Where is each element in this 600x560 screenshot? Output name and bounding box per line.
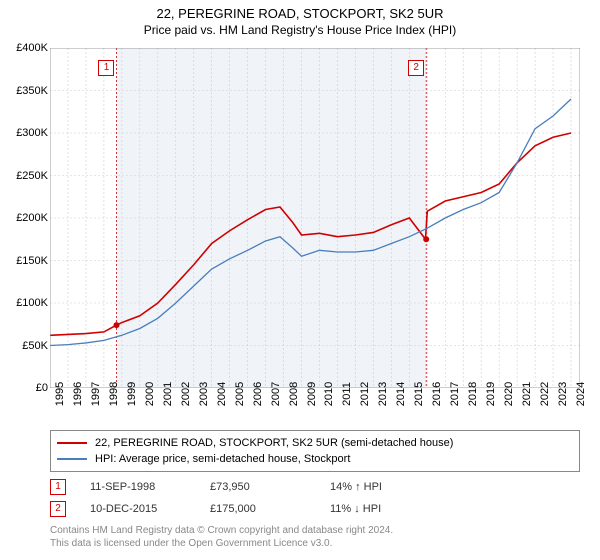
xtick-label: 1995 [54, 382, 66, 406]
transaction-marker-icon: 1 [50, 479, 66, 495]
xtick-label: 2024 [575, 382, 587, 406]
xtick-label: 2004 [216, 382, 228, 406]
xtick-label: 2023 [557, 382, 569, 406]
ytick-label: £400K [16, 42, 48, 54]
xtick-label: 2003 [198, 382, 210, 406]
footer-line-2: This data is licensed under the Open Gov… [50, 537, 393, 550]
chart-svg [50, 48, 580, 388]
ytick-label: £150K [16, 255, 48, 267]
transaction-delta: 14% ↑ HPI [330, 481, 410, 493]
ytick-label: £250K [16, 170, 48, 182]
chart-container: 22, PEREGRINE ROAD, STOCKPORT, SK2 5UR P… [0, 0, 600, 560]
xtick-label: 2002 [180, 382, 192, 406]
transaction-price: £175,000 [210, 503, 290, 515]
xtick-label: 2013 [377, 382, 389, 406]
xtick-label: 2009 [306, 382, 318, 406]
xtick-label: 2000 [144, 382, 156, 406]
xtick-label: 2018 [467, 382, 479, 406]
footer-attribution: Contains HM Land Registry data © Crown c… [50, 524, 393, 550]
transaction-delta: 11% ↓ HPI [330, 503, 410, 515]
xtick-label: 2001 [162, 382, 174, 406]
xtick-label: 2019 [485, 382, 497, 406]
ytick-label: £0 [36, 382, 48, 394]
xtick-label: 2007 [270, 382, 282, 406]
transaction-marker-1: 1 [98, 60, 114, 76]
ytick-label: £350K [16, 85, 48, 97]
chart-subtitle: Price paid vs. HM Land Registry's House … [0, 21, 600, 37]
xtick-label: 2012 [359, 382, 371, 406]
xtick-label: 2021 [521, 382, 533, 406]
xtick-label: 1997 [90, 382, 102, 406]
xtick-label: 2022 [539, 382, 551, 406]
xtick-label: 2020 [503, 382, 515, 406]
transaction-marker-2: 2 [408, 60, 424, 76]
xtick-label: 2006 [252, 382, 264, 406]
xtick-label: 2016 [431, 382, 443, 406]
transaction-row: 2 10-DEC-2015 £175,000 11% ↓ HPI [50, 498, 450, 520]
ytick-label: £100K [16, 297, 48, 309]
transaction-row: 1 11-SEP-1998 £73,950 14% ↑ HPI [50, 476, 450, 498]
xtick-label: 1996 [72, 382, 84, 406]
ytick-label: £300K [16, 127, 48, 139]
transaction-table: 1 11-SEP-1998 £73,950 14% ↑ HPI 2 10-DEC-2015… [50, 476, 450, 520]
legend-label: HPI: Average price, semi-detached house,… [95, 453, 350, 465]
legend-label: 22, PEREGRINE ROAD, STOCKPORT, SK2 5UR (… [95, 437, 453, 449]
xtick-label: 2008 [288, 382, 300, 406]
chart-title: 22, PEREGRINE ROAD, STOCKPORT, SK2 5UR [0, 0, 600, 21]
transaction-date: 11-SEP-1998 [90, 481, 170, 493]
xtick-label: 2015 [413, 382, 425, 406]
xtick-label: 1999 [126, 382, 138, 406]
footer-line-1: Contains HM Land Registry data © Crown c… [50, 524, 393, 537]
xtick-label: 2017 [449, 382, 461, 406]
legend: 22, PEREGRINE ROAD, STOCKPORT, SK2 5UR (… [50, 430, 580, 472]
transaction-marker-icon: 2 [50, 501, 66, 517]
chart-plot-area [50, 48, 580, 388]
transaction-price: £73,950 [210, 481, 290, 493]
xtick-label: 1998 [108, 382, 120, 406]
legend-swatch [57, 458, 87, 460]
transaction-date: 10-DEC-2015 [90, 503, 170, 515]
xtick-label: 2010 [323, 382, 335, 406]
legend-item: 22, PEREGRINE ROAD, STOCKPORT, SK2 5UR (… [57, 435, 573, 451]
ytick-label: £200K [16, 212, 48, 224]
ytick-label: £50K [22, 340, 48, 352]
legend-item: HPI: Average price, semi-detached house,… [57, 451, 573, 467]
xtick-label: 2005 [234, 382, 246, 406]
xtick-label: 2011 [341, 382, 353, 406]
legend-swatch [57, 442, 87, 444]
xtick-label: 2014 [395, 382, 407, 406]
